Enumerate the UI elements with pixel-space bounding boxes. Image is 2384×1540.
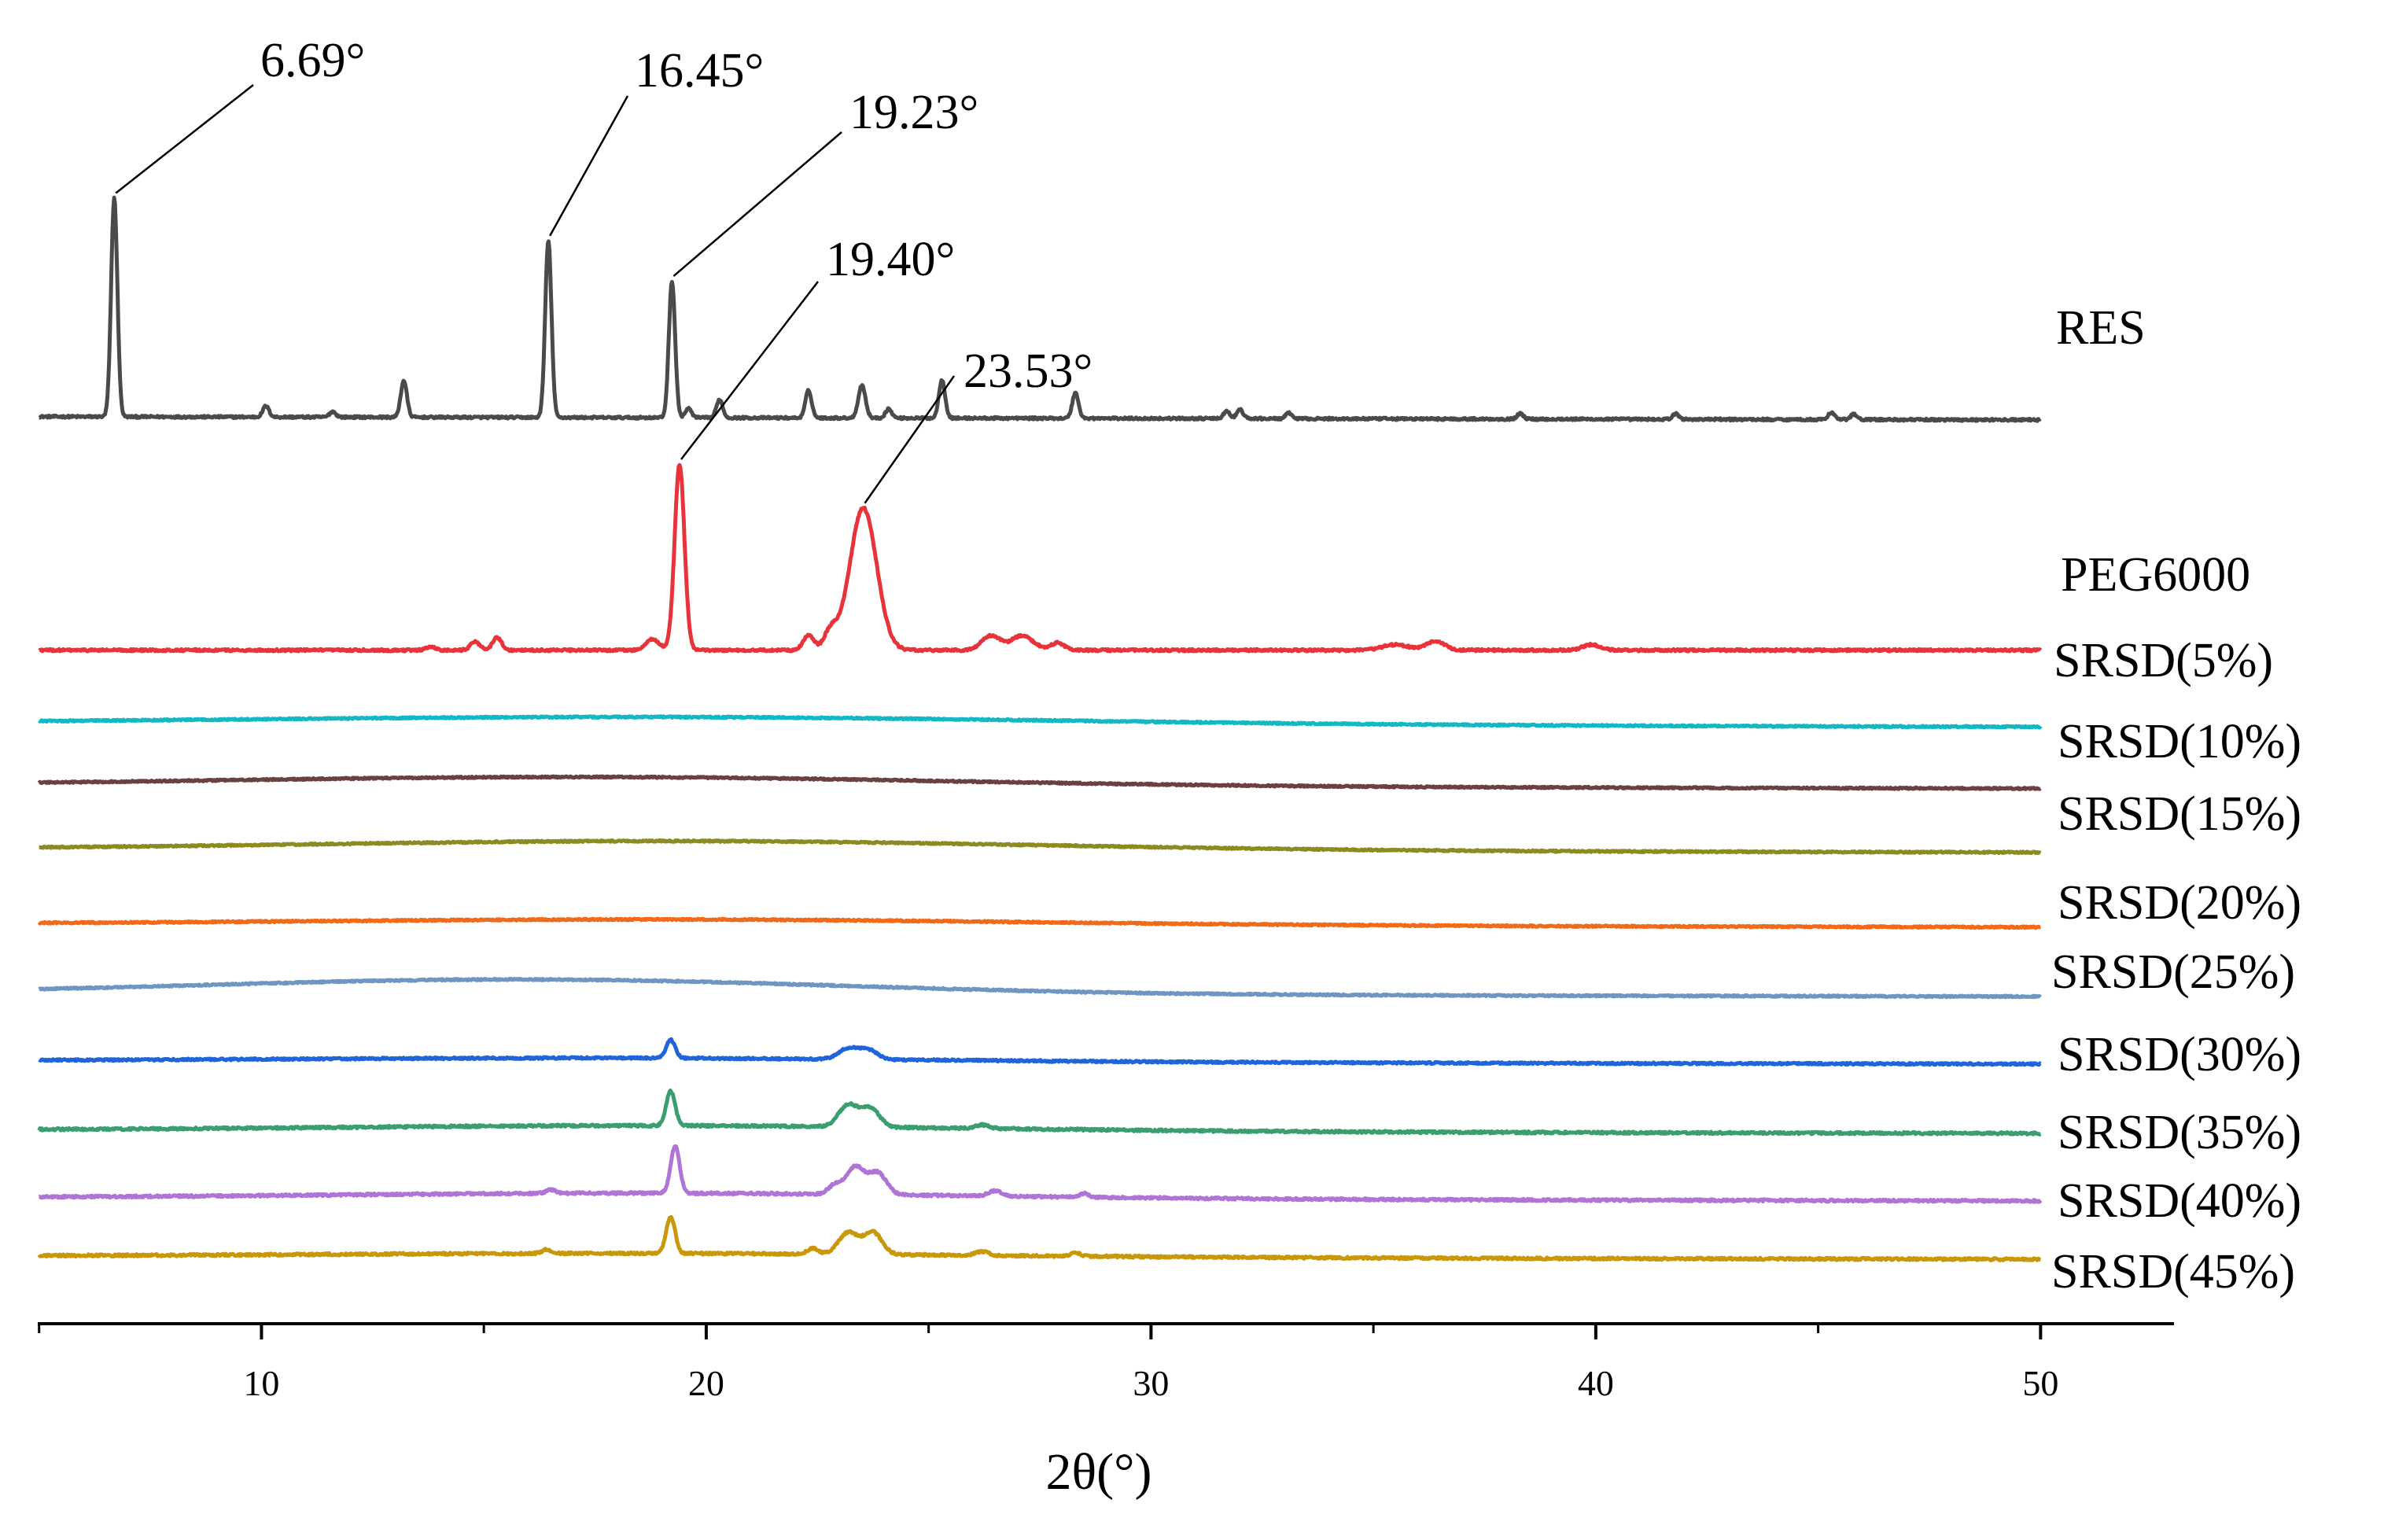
series-layer: RES PEG6000 SRSD(5%) SRSD(10%) SRSD(15%) SRSD… xyxy=(37,195,2301,1299)
series-line-srsd-30 xyxy=(38,1037,2042,1067)
x-tick-label: 20 xyxy=(688,1363,724,1403)
series-label-srsd-5: SRSD(5%) xyxy=(2054,634,2273,687)
peak-label: 23.53° xyxy=(964,344,1093,398)
series-line-srsd-10 xyxy=(37,774,2042,791)
peak-leader-line xyxy=(864,375,956,504)
series-line-srsd-5 xyxy=(38,714,2043,730)
peak-label: 16.45° xyxy=(635,44,764,98)
series-label-peg6000: PEG6000 xyxy=(2061,548,2250,602)
x-tick-label: 10 xyxy=(243,1363,279,1403)
x-tick-label: 30 xyxy=(1133,1363,1169,1403)
series-line-peg6000 xyxy=(38,462,2043,654)
x-tick-label: 50 xyxy=(2022,1363,2058,1403)
peak-label: 19.23° xyxy=(849,86,978,139)
series-line-srsd-45 xyxy=(37,1214,2042,1262)
series-label-srsd-15: SRSD(15%) xyxy=(2058,787,2301,841)
series-label-srsd-10: SRSD(10%) xyxy=(2058,715,2301,768)
series-line-srsd-15 xyxy=(38,838,2042,856)
series-line-srsd-20 xyxy=(37,916,2042,930)
series-label-srsd-35: SRSD(35%) xyxy=(2058,1106,2301,1159)
series-line-srsd-40 xyxy=(38,1144,2043,1204)
x-axis-title: 2θ(°) xyxy=(1046,1443,1152,1501)
x-axis: 10 20 30 40 50 2θ(°) xyxy=(38,1322,2174,1501)
series-label-srsd-20: SRSD(20%) xyxy=(2058,876,2301,930)
peak-leader-line xyxy=(115,84,254,194)
peak-leader-line xyxy=(549,95,629,237)
series-label-srsd-30: SRSD(30%) xyxy=(2058,1028,2301,1081)
series-label-res: RES xyxy=(2056,301,2146,355)
series-label-srsd-40: SRSD(40%) xyxy=(2058,1174,2301,1228)
series-label-srsd-45: SRSD(45%) xyxy=(2051,1245,2295,1299)
series-line-res xyxy=(38,195,2042,423)
annotation-layer: 6.69° 16.45° 19.23° 19.40° 23.53° xyxy=(115,34,1093,504)
peak-label: 6.69° xyxy=(260,34,365,87)
peak-leader-line xyxy=(680,281,819,460)
series-line-srsd-35 xyxy=(37,1089,2042,1137)
peak-leader-line xyxy=(672,131,842,277)
series-line-srsd-25 xyxy=(38,976,2043,1000)
x-axis-ticks: 10 20 30 40 50 xyxy=(38,1324,2058,1403)
series-label-srsd-25: SRSD(25%) xyxy=(2051,945,2295,999)
peak-label: 19.40° xyxy=(826,233,955,286)
x-tick-label: 40 xyxy=(1578,1363,1614,1403)
